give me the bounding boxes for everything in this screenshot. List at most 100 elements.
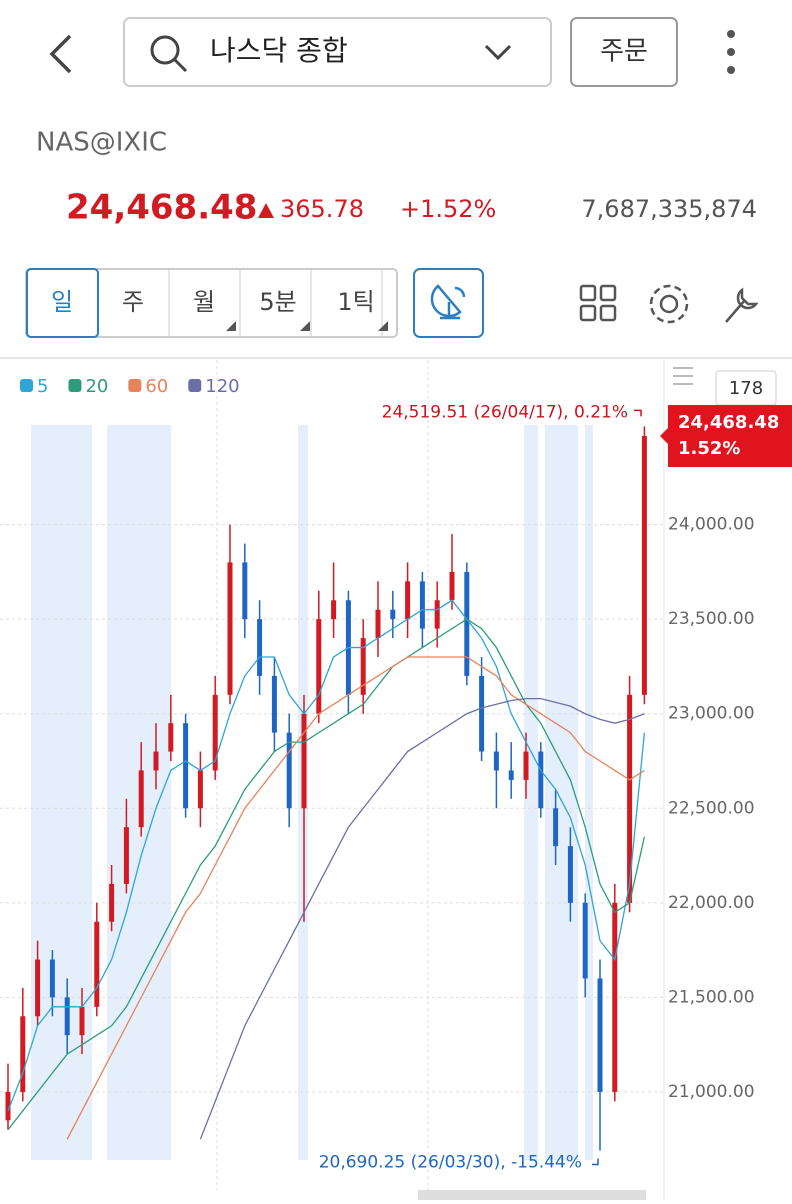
price-tag-label: 24,468.48 bbox=[678, 412, 779, 433]
legend-swatch bbox=[20, 379, 33, 392]
candle-body bbox=[434, 600, 440, 629]
candle-body bbox=[390, 609, 396, 620]
ma-line bbox=[7, 599, 646, 1112]
high-marker bbox=[634, 409, 642, 417]
candle-body bbox=[20, 1016, 26, 1092]
candle-body bbox=[641, 436, 647, 695]
dropdown-icon[interactable] bbox=[484, 44, 512, 61]
scrollbar[interactable] bbox=[418, 1190, 646, 1200]
search-icon bbox=[173, 58, 188, 73]
candle-body bbox=[331, 600, 337, 620]
candle-body bbox=[168, 723, 174, 752]
candle-body bbox=[35, 959, 41, 1017]
candle-body bbox=[242, 562, 248, 620]
candle-body bbox=[94, 921, 100, 1007]
tab-active bbox=[26, 268, 99, 338]
ma-line bbox=[199, 697, 645, 1140]
y-tick-label: 22,000.00 bbox=[668, 893, 755, 913]
candle-body bbox=[153, 751, 159, 771]
change: 365.78 bbox=[280, 195, 364, 223]
settings-icon[interactable] bbox=[649, 284, 689, 324]
ma-line bbox=[66, 656, 645, 1140]
candle-body bbox=[375, 609, 381, 639]
highlight-bands bbox=[31, 425, 593, 1160]
legend-swatch bbox=[68, 379, 82, 392]
candle-body bbox=[582, 902, 588, 979]
price-tag bbox=[668, 405, 792, 468]
legend-label: 5 bbox=[37, 376, 48, 397]
tab-label[interactable]: 1틱 bbox=[337, 288, 374, 316]
axis-menu[interactable] bbox=[673, 367, 693, 385]
more-menu[interactable] bbox=[727, 30, 735, 74]
search-icon bbox=[150, 35, 180, 65]
candle-body bbox=[479, 675, 485, 752]
volume: 7,687,335,874 bbox=[581, 195, 757, 223]
candle-body bbox=[109, 883, 115, 922]
high-annotation: 24,519.51 (26/04/17), 0.21% bbox=[382, 402, 628, 422]
candle-body bbox=[523, 751, 529, 780]
ma-line bbox=[7, 618, 646, 1131]
candle-body bbox=[183, 723, 189, 809]
candle-body bbox=[49, 959, 55, 998]
y-tick-label: 23,000.00 bbox=[668, 704, 755, 724]
candle-body bbox=[493, 751, 499, 771]
legend-swatch bbox=[188, 379, 202, 392]
tab-submenu-mark bbox=[226, 321, 236, 331]
candle-body bbox=[227, 562, 233, 695]
order-label: 주문 bbox=[600, 37, 648, 67]
low-marker bbox=[592, 1158, 599, 1166]
candle-body bbox=[538, 751, 544, 809]
tab-label[interactable]: 일 bbox=[51, 288, 73, 316]
tab-label[interactable]: 월 bbox=[193, 288, 215, 316]
symbol: NAS@IXIC bbox=[36, 128, 167, 158]
legend-swatch bbox=[128, 379, 142, 392]
candle-body bbox=[212, 694, 218, 771]
back-button[interactable] bbox=[49, 34, 72, 74]
candle-body bbox=[257, 619, 263, 676]
candle-body bbox=[553, 808, 559, 847]
legend-label: 120 bbox=[205, 376, 239, 397]
y-tick-label: 24,000.00 bbox=[668, 515, 755, 535]
legend-label: 20 bbox=[85, 376, 108, 397]
candle-body bbox=[419, 581, 425, 629]
candle-body bbox=[123, 827, 129, 884]
tab-label[interactable]: 5분 bbox=[259, 288, 296, 316]
tab-label[interactable]: 주 bbox=[122, 288, 144, 316]
candle-body bbox=[138, 770, 144, 828]
candle-body bbox=[612, 902, 618, 1092]
count-box bbox=[715, 370, 777, 406]
candle-body bbox=[627, 694, 633, 903]
candle-body bbox=[301, 713, 307, 809]
candle-body bbox=[64, 997, 70, 1036]
legend-label: 60 bbox=[145, 376, 168, 397]
candle-body bbox=[286, 732, 292, 809]
change-pct: +1.52% bbox=[400, 195, 496, 223]
candle-body bbox=[597, 978, 603, 1092]
candle-body bbox=[197, 770, 203, 809]
up-arrow bbox=[258, 203, 274, 218]
price: 24,468.48 bbox=[66, 188, 257, 228]
low-annotation: 20,690.25 (26/03/30), -15.44% bbox=[319, 1152, 582, 1172]
candle-body bbox=[508, 770, 514, 780]
price-tag-pointer bbox=[660, 428, 668, 445]
y-tick-label: 21,000.00 bbox=[668, 1082, 755, 1102]
change-tag-label: 1.52% bbox=[678, 438, 740, 459]
realtime-icon bbox=[430, 284, 466, 320]
y-tick-label: 22,500.00 bbox=[668, 798, 755, 818]
y-tick-label: 23,500.00 bbox=[668, 609, 755, 629]
tools-icon[interactable] bbox=[725, 287, 759, 323]
search-text: 나스닥 종합 bbox=[210, 34, 348, 67]
layout-icon[interactable] bbox=[579, 284, 617, 322]
search-box[interactable] bbox=[123, 17, 552, 87]
tab-submenu-mark bbox=[300, 321, 310, 331]
candle-body bbox=[360, 638, 366, 695]
y-tick-label: 21,500.00 bbox=[668, 987, 755, 1007]
candle-body bbox=[316, 619, 322, 714]
candle-body bbox=[271, 675, 277, 733]
count-label: 178 bbox=[729, 378, 763, 399]
candle-body bbox=[405, 581, 411, 620]
order-button[interactable] bbox=[570, 17, 678, 87]
candle-body bbox=[567, 846, 573, 903]
